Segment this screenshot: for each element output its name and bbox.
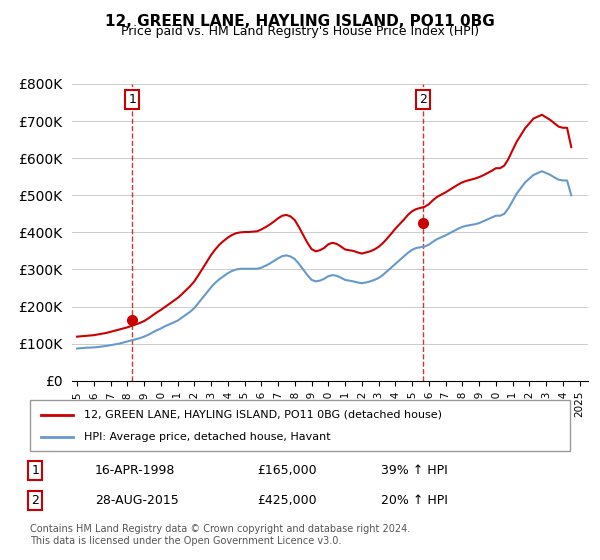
Text: 20% ↑ HPI: 20% ↑ HPI [381,494,448,507]
Text: 2: 2 [31,494,40,507]
Text: £425,000: £425,000 [257,494,316,507]
Text: 1: 1 [128,93,136,106]
Text: £165,000: £165,000 [257,464,316,477]
Text: 28-AUG-2015: 28-AUG-2015 [95,494,179,507]
Text: 16-APR-1998: 16-APR-1998 [95,464,175,477]
Text: 2: 2 [419,93,427,106]
Text: 39% ↑ HPI: 39% ↑ HPI [381,464,448,477]
Text: Contains HM Land Registry data © Crown copyright and database right 2024.
This d: Contains HM Land Registry data © Crown c… [30,524,410,546]
Text: Price paid vs. HM Land Registry's House Price Index (HPI): Price paid vs. HM Land Registry's House … [121,25,479,38]
Text: 12, GREEN LANE, HAYLING ISLAND, PO11 0BG (detached house): 12, GREEN LANE, HAYLING ISLAND, PO11 0BG… [84,409,442,419]
FancyBboxPatch shape [30,400,570,451]
Text: 1: 1 [31,464,40,477]
Text: HPI: Average price, detached house, Havant: HPI: Average price, detached house, Hava… [84,432,331,442]
Text: 12, GREEN LANE, HAYLING ISLAND, PO11 0BG: 12, GREEN LANE, HAYLING ISLAND, PO11 0BG [105,14,495,29]
